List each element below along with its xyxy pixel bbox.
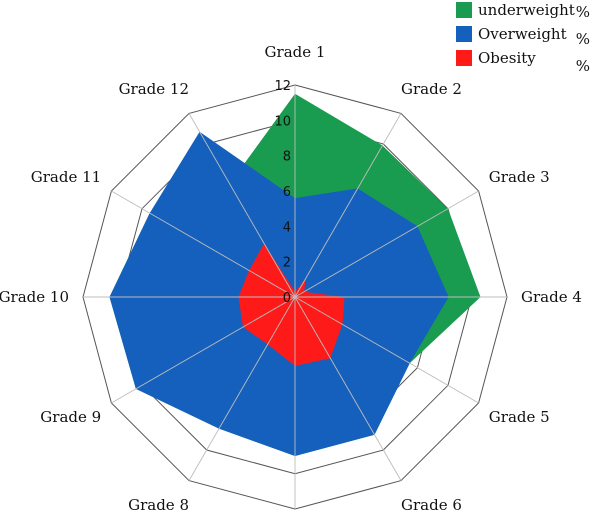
category-label-3: Grade 3 [489,168,550,186]
legend-unit-overweight: % [576,30,590,48]
category-label-12: Grade 12 [119,80,189,98]
tick-label-2: 2 [283,256,291,271]
legend-swatch-obesity [456,50,472,66]
legend-unit-underweight: % [576,3,590,21]
spoke-11 [111,190,296,298]
legend: underweight % Overweight % Obesity% [456,1,590,75]
category-label-1: Grade 1 [265,43,326,61]
legend-unit-obesity: % [576,57,590,75]
category-label-6: Grade 6 [401,496,462,514]
category-label-9: Grade 9 [40,408,101,426]
category-label-5: Grade 5 [489,408,550,426]
spoke-12 [188,113,296,298]
radial-axis-ticks: 0 2 4 6 8 10 12 [274,79,291,306]
spoke-9 [111,296,296,404]
tick-label-6: 6 [283,185,291,200]
tick-label-10: 10 [274,114,291,129]
legend-label-underweight: underweight [478,1,575,19]
tick-label-8: 8 [283,150,291,165]
spoke-3 [294,190,479,298]
legend-swatch-underweight [456,2,472,18]
category-label-10: Grade 10 [0,288,69,306]
tick-label-12: 12 [274,79,291,94]
tick-label-4: 4 [283,220,291,235]
category-label-8: Grade 8 [128,496,189,514]
legend-label-overweight: Overweight [478,25,567,43]
spoke-5 [294,296,479,404]
category-labels: Grade 1 Grade 2 Grade 3 Grade 4 Grade 5 Grade… [0,43,582,514]
series-area-obesity [238,243,345,366]
legend-label-obesity: Obesity [478,49,536,67]
spoke-2 [294,113,402,298]
legend-swatch-overweight [456,26,472,42]
tick-label-0: 0 [283,291,291,306]
radar-spokes [83,85,507,509]
category-label-11: Grade 11 [31,168,101,186]
category-label-2: Grade 2 [401,80,462,98]
spoke-6 [294,296,402,481]
category-label-4: Grade 4 [521,288,582,306]
spoke-8 [188,296,296,481]
